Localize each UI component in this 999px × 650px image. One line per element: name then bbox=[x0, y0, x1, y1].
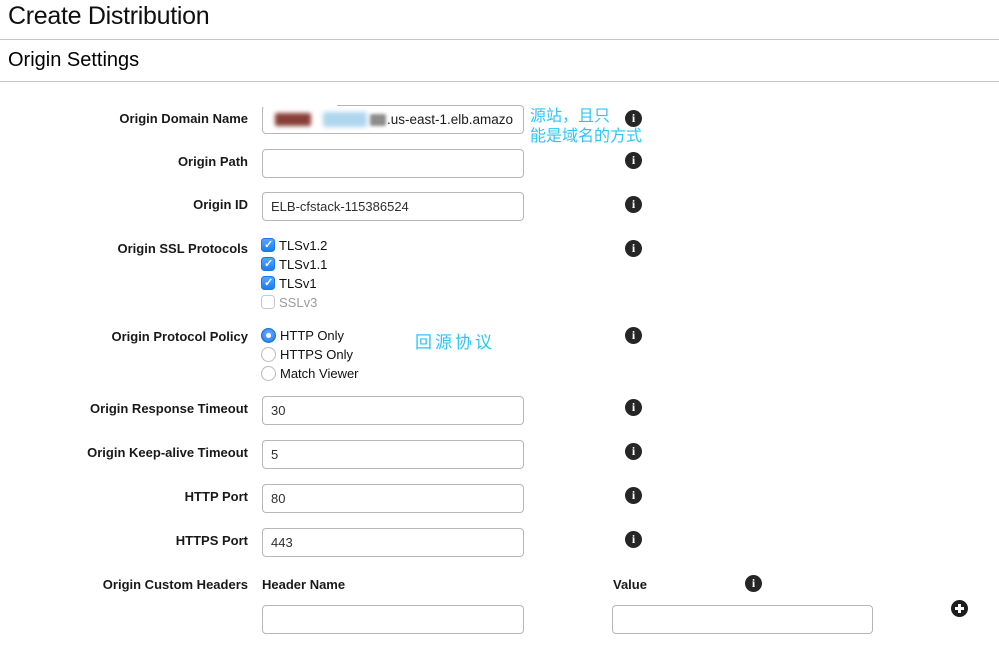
ssl-protocol-option-tlsv11[interactable]: TLSv1.1 bbox=[261, 255, 327, 273]
checkbox-icon[interactable] bbox=[261, 238, 275, 252]
origin-response-timeout-input[interactable] bbox=[262, 396, 524, 425]
origin-protocol-policy-label: Origin Protocol Policy bbox=[111, 329, 248, 344]
info-icon[interactable]: i bbox=[625, 443, 642, 460]
info-icon[interactable]: i bbox=[625, 487, 642, 504]
protocol-policy-option-label: Match Viewer bbox=[280, 365, 359, 381]
custom-header-value-input[interactable] bbox=[612, 605, 873, 634]
origin-ssl-protocols-group: TLSv1.2 TLSv1.1 TLSv1 SSLv3 bbox=[261, 236, 327, 312]
origin-domain-name-label: Origin Domain Name bbox=[119, 111, 248, 126]
ssl-protocol-option-sslv3[interactable]: SSLv3 bbox=[261, 293, 327, 311]
protocol-policy-option-label: HTTP Only bbox=[280, 327, 345, 343]
section-title-origin-settings: Origin Settings bbox=[8, 49, 140, 71]
redacted-segment bbox=[323, 112, 367, 127]
ssl-protocol-option-label: SSLv3 bbox=[279, 294, 318, 310]
https-port-input[interactable] bbox=[262, 528, 524, 557]
checkbox-icon[interactable] bbox=[261, 295, 275, 309]
custom-header-name-input[interactable] bbox=[262, 605, 524, 634]
origin-keepalive-timeout-label: Origin Keep-alive Timeout bbox=[87, 445, 248, 460]
checkbox-icon[interactable] bbox=[261, 276, 275, 290]
http-port-input[interactable] bbox=[262, 484, 524, 513]
redacted-segment bbox=[370, 113, 386, 126]
https-port-label: HTTPS Port bbox=[175, 533, 248, 548]
info-icon[interactable]: i bbox=[745, 575, 762, 592]
protocol-policy-annotation: 回源协议 bbox=[415, 333, 495, 352]
checkbox-icon[interactable] bbox=[261, 257, 275, 271]
ssl-protocol-option-tlsv1[interactable]: TLSv1 bbox=[261, 274, 327, 292]
info-icon[interactable]: i bbox=[625, 327, 642, 344]
origin-id-input[interactable] bbox=[262, 192, 524, 221]
page-title: Create Distribution bbox=[8, 2, 210, 30]
ssl-protocol-option-label: TLSv1 bbox=[279, 275, 317, 291]
origin-keepalive-timeout-input[interactable] bbox=[262, 440, 524, 469]
domain-annotation-line2: 能是域名的方式 bbox=[530, 128, 643, 145]
ssl-protocol-option-label: TLSv1.2 bbox=[279, 237, 328, 253]
info-icon[interactable]: i bbox=[625, 399, 642, 416]
domain-annotation-line1: 源站，且只 bbox=[530, 108, 611, 125]
protocol-policy-option-label: HTTPS Only bbox=[280, 346, 353, 362]
protocol-policy-option-match-viewer[interactable]: Match Viewer bbox=[261, 364, 359, 382]
domain-annotation: 源站，且只 能是域名的方式 bbox=[530, 107, 642, 147]
radio-icon[interactable] bbox=[261, 365, 276, 381]
protocol-policy-option-https-only[interactable]: HTTPS Only bbox=[261, 345, 359, 363]
origin-path-input[interactable] bbox=[262, 149, 524, 178]
origin-custom-headers-label: Origin Custom Headers bbox=[102, 577, 248, 592]
origin-domain-name-input[interactable]: .us-east-1.elb.amazo bbox=[262, 105, 524, 134]
origin-path-label: Origin Path bbox=[177, 154, 248, 169]
radio-icon[interactable] bbox=[261, 327, 276, 343]
info-icon[interactable]: i bbox=[625, 110, 642, 127]
origin-protocol-policy-group: HTTP Only HTTPS Only Match Viewer bbox=[261, 326, 359, 383]
info-icon[interactable]: i bbox=[625, 531, 642, 548]
value-column-label: Value bbox=[613, 577, 647, 592]
origin-ssl-protocols-label: Origin SSL Protocols bbox=[117, 241, 248, 256]
redaction-overlay bbox=[257, 101, 337, 107]
http-port-label: HTTP Port bbox=[184, 489, 248, 504]
origin-id-label: Origin ID bbox=[193, 197, 248, 212]
divider bbox=[0, 81, 999, 82]
add-header-icon[interactable] bbox=[951, 600, 968, 617]
divider bbox=[0, 39, 999, 40]
redacted-segment bbox=[275, 113, 311, 126]
info-icon[interactable]: i bbox=[625, 240, 642, 257]
header-name-column-label: Header Name bbox=[262, 577, 346, 592]
origin-response-timeout-label: Origin Response Timeout bbox=[90, 401, 248, 416]
origin-domain-name-visible-value: .us-east-1.elb.amazo bbox=[387, 112, 514, 127]
ssl-protocol-option-tlsv12[interactable]: TLSv1.2 bbox=[261, 236, 327, 254]
radio-icon[interactable] bbox=[261, 346, 276, 362]
ssl-protocol-option-label: TLSv1.1 bbox=[279, 256, 328, 272]
protocol-policy-option-http-only[interactable]: HTTP Only bbox=[261, 326, 359, 344]
info-icon[interactable]: i bbox=[625, 152, 642, 169]
info-icon[interactable]: i bbox=[625, 196, 642, 213]
